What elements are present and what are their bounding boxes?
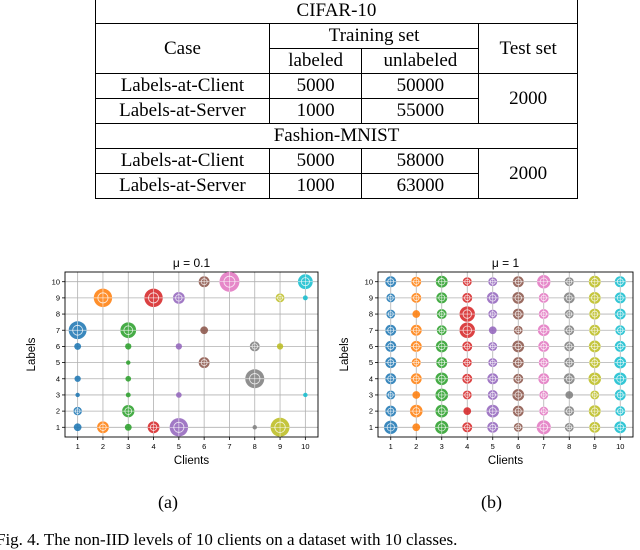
data-point [125, 343, 132, 350]
x-axis-label: Clients [488, 455, 523, 467]
x-tick-label: 7 [227, 442, 231, 451]
x-tick-label: 8 [567, 442, 571, 451]
plot-frame [377, 271, 634, 438]
x-tick-label: 4 [151, 442, 155, 451]
data-point [74, 375, 81, 382]
data-point [252, 425, 257, 430]
data-point [176, 392, 182, 398]
x-axis-label: Clients [174, 455, 209, 467]
data-point [412, 391, 421, 399]
x-tick-label: 9 [593, 442, 597, 451]
data-point [126, 360, 131, 365]
labeled-cell: 5000 [268, 73, 363, 99]
data-point [124, 423, 132, 431]
case-header: Case [95, 23, 270, 74]
unlabeled-cell: 50000 [361, 73, 480, 99]
data-point [463, 407, 472, 415]
subcaption-b: (b) [481, 492, 502, 512]
x-tick-label: 3 [440, 442, 444, 451]
unlabeled-cell: 58000 [361, 148, 480, 174]
y-tick-label: 10 [365, 277, 373, 286]
data-point [73, 423, 82, 432]
y-tick-label: 4 [56, 374, 60, 383]
chart-mu-1: μ = 1 1 2 3 4 5 6 7 8 9 10 1 2 3 4 5 6 7 8 9 10 Clients Labels [339, 256, 634, 467]
chart-mu-0-1: μ = 0.1 1 2 3 4 5 6 7 8 9 10 1 2 3 4 5 6 7 8 9 10 Clients Labe… [26, 256, 319, 467]
data-point [302, 295, 308, 301]
labeled-cell: 1000 [268, 98, 363, 124]
y-axis-label: Labels [26, 337, 38, 371]
section-header: Fashion-MNIST [95, 123, 578, 149]
x-tick-label: 9 [278, 442, 282, 451]
labeled-cell: 1000 [268, 173, 363, 199]
y-tick-label: 4 [369, 374, 373, 383]
case-cell: Labels-at-Server [95, 98, 270, 124]
chart-title: μ = 0.1 [173, 256, 211, 270]
data-point [175, 343, 183, 350]
y-tick-label: 8 [369, 310, 373, 319]
data-point [303, 392, 308, 398]
unlabeled-cell: 63000 [361, 173, 480, 199]
y-tick-label: 3 [56, 391, 60, 400]
y-tick-label: 2 [369, 407, 373, 416]
subcaption-a: (a) [158, 492, 178, 512]
case-cell: Labels-at-Server [95, 173, 270, 199]
y-tick-label: 9 [56, 293, 60, 302]
y-tick-label: 6 [56, 342, 60, 351]
data-point [75, 392, 80, 398]
y-axis-label: Labels [339, 337, 351, 371]
y-tick-label: 3 [369, 391, 373, 400]
dataset-split-table: CIFAR-10 Case Training set Test set labe… [95, 0, 578, 199]
data-point [74, 342, 82, 350]
x-tick-label: 7 [542, 442, 546, 451]
x-tick-label: 10 [301, 442, 309, 451]
y-tick-label: 10 [52, 277, 60, 286]
y-tick-label: 8 [56, 310, 60, 319]
figure-caption: Fig. 4. The non-IID levels of 10 clients… [0, 530, 458, 549]
test-cell: 2000 [478, 73, 578, 124]
data-point [412, 310, 421, 318]
labeled-cell: 5000 [268, 148, 363, 174]
data-point [125, 392, 131, 398]
x-tick-label: 6 [516, 442, 520, 451]
test-cell: 2000 [478, 148, 578, 199]
chart-title: μ = 1 [492, 256, 520, 270]
x-tick-label: 8 [253, 442, 257, 451]
unlabeled-cell: 55000 [361, 98, 480, 124]
y-tick-label: 1 [56, 423, 60, 432]
x-tick-label: 10 [616, 442, 624, 451]
data-point [488, 326, 497, 335]
x-tick-label: 4 [465, 442, 469, 451]
y-tick-label: 5 [369, 358, 373, 367]
x-tick-label: 5 [491, 442, 495, 451]
case-cell: Labels-at-Client [95, 148, 270, 174]
y-tick-label: 2 [56, 407, 60, 416]
test-header: Test set [478, 23, 578, 74]
x-tick-label: 2 [414, 442, 418, 451]
data-point [125, 375, 132, 382]
y-tick-label: 5 [56, 358, 60, 367]
unlabeled-header: unlabeled [361, 48, 480, 74]
section-header: CIFAR-10 [95, 0, 578, 24]
y-tick-label: 7 [369, 326, 373, 335]
y-tick-label: 6 [369, 342, 373, 351]
data-point [565, 391, 574, 399]
data-point [276, 343, 284, 350]
x-tick-label: 6 [202, 442, 206, 451]
labeled-header: labeled [268, 48, 363, 74]
plot-frame [64, 271, 319, 438]
x-tick-label: 5 [177, 442, 181, 451]
y-tick-label: 9 [369, 293, 373, 302]
case-cell: Labels-at-Client [95, 73, 270, 99]
x-tick-label: 1 [389, 442, 393, 451]
y-tick-label: 1 [369, 423, 373, 432]
data-point [412, 423, 421, 432]
y-tick-label: 7 [56, 326, 60, 335]
x-tick-label: 2 [101, 442, 105, 451]
training-header: Training set [268, 23, 480, 49]
x-tick-label: 1 [76, 442, 80, 451]
data-point [200, 326, 209, 335]
x-tick-label: 3 [126, 442, 130, 451]
